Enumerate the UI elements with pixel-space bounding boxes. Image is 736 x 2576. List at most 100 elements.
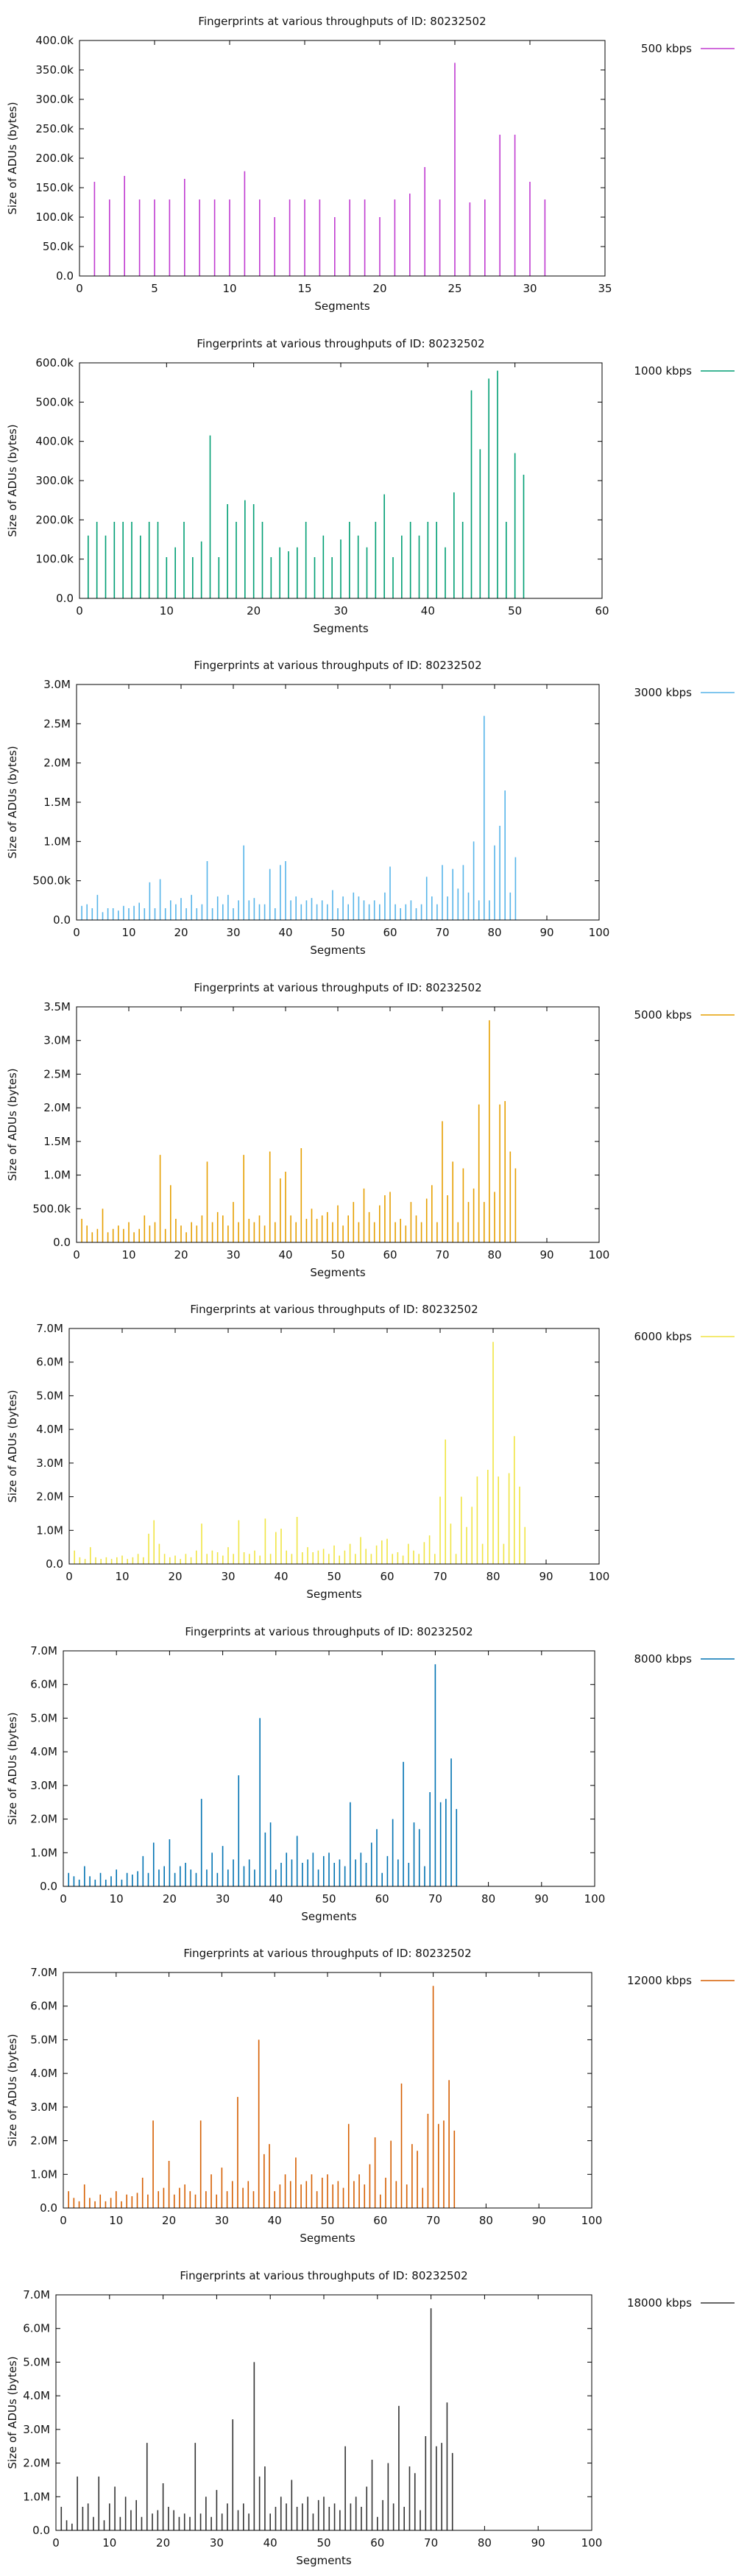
x-tick-label: 70 xyxy=(426,2214,440,2227)
x-tick-label: 40 xyxy=(278,1248,292,1262)
x-tick-label: 50 xyxy=(316,2536,330,2550)
chart-title: Fingerprints at various throughputs of I… xyxy=(185,1625,473,1638)
y-tick-label: 0.0 xyxy=(40,1880,57,1893)
chart-panel-7: Fingerprints at various throughputs of I… xyxy=(0,1932,736,2254)
x-tick-label: 70 xyxy=(424,2536,438,2550)
x-tick-label: 50 xyxy=(330,1248,344,1262)
y-tick-label: 4.0M xyxy=(36,1423,63,1436)
x-tick-label: 30 xyxy=(333,604,347,618)
x-tick-label: 80 xyxy=(487,1248,501,1262)
y-tick-label: 0.0 xyxy=(53,1236,71,1249)
y-tick-label: 2.5M xyxy=(43,717,71,730)
x-tick-label: 0 xyxy=(73,1248,80,1262)
x-tick-label: 20 xyxy=(156,2536,170,2550)
x-tick-label: 0 xyxy=(66,1570,73,1583)
y-tick-label: 5.0M xyxy=(30,1711,57,1724)
plot-frame xyxy=(76,1006,600,1242)
x-tick-label: 0 xyxy=(76,604,83,618)
plot-frame xyxy=(76,684,600,921)
y-tick-label: 300.0k xyxy=(35,474,74,487)
y-tick-label: 1.0M xyxy=(36,1524,63,1537)
legend-label: 3000 kbps xyxy=(634,686,693,699)
y-axis-label: Size of ADUs (bytes) xyxy=(6,746,19,858)
y-tick-label: 3.0M xyxy=(30,1778,57,1791)
y-tick-label: 7.0M xyxy=(30,1966,57,1979)
x-axis-label: Segments xyxy=(314,300,370,313)
x-tick-label: 90 xyxy=(539,1570,553,1583)
y-tick-label: 6.0M xyxy=(23,2321,50,2335)
x-tick-label: 40 xyxy=(269,1892,283,1906)
plot-frame xyxy=(55,2294,592,2530)
chart-panel-5: Fingerprints at various throughputs of I… xyxy=(0,1288,736,1610)
y-tick-label: 0.0 xyxy=(53,913,71,927)
x-tick-label: 30 xyxy=(221,1570,235,1583)
x-tick-label: 40 xyxy=(274,1570,288,1583)
x-tick-label: 80 xyxy=(481,1892,495,1906)
y-tick-label: 3.0M xyxy=(30,2101,57,2114)
x-tick-label: 0 xyxy=(60,2214,67,2227)
x-tick-label: 35 xyxy=(598,282,612,295)
x-tick-label: 60 xyxy=(375,1892,389,1906)
x-tick-label: 60 xyxy=(383,926,397,939)
x-tick-label: 50 xyxy=(320,2214,334,2227)
x-tick-label: 10 xyxy=(121,1248,135,1262)
y-tick-label: 500.0k xyxy=(32,1202,71,1215)
x-tick-label: 30 xyxy=(226,926,240,939)
chart-svg: Fingerprints at various throughputs of I… xyxy=(6,15,735,313)
y-tick-label: 1.5M xyxy=(43,796,71,809)
x-tick-label: 0 xyxy=(52,2536,60,2550)
y-axis-label: Size of ADUs (bytes) xyxy=(6,1390,19,1502)
chart-panel-8: Fingerprints at various throughputs of I… xyxy=(0,2254,736,2576)
x-tick-label: 30 xyxy=(210,2536,224,2550)
y-tick-label: 200.0k xyxy=(35,513,74,526)
y-tick-label: 5.0M xyxy=(23,2355,50,2368)
x-axis-label: Segments xyxy=(306,1588,362,1601)
y-tick-label: 500.0k xyxy=(35,395,74,408)
x-tick-label: 80 xyxy=(486,1570,500,1583)
x-tick-label: 100 xyxy=(589,926,610,939)
y-tick-label: 1.5M xyxy=(43,1134,71,1147)
legend-label: 500 kbps xyxy=(641,42,692,55)
chart-title: Fingerprints at various throughputs of I… xyxy=(180,2269,467,2282)
x-tick-label: 80 xyxy=(487,926,501,939)
x-tick-label: 70 xyxy=(433,1570,447,1583)
y-tick-label: 7.0M xyxy=(23,2288,50,2301)
x-tick-label: 30 xyxy=(226,1248,240,1262)
y-tick-label: 100.0k xyxy=(35,552,74,565)
x-tick-label: 25 xyxy=(447,282,461,295)
x-tick-label: 20 xyxy=(247,604,261,618)
x-tick-label: 10 xyxy=(222,282,236,295)
x-tick-label: 70 xyxy=(428,1892,442,1906)
y-tick-label: 600.0k xyxy=(35,356,74,369)
chart-title: Fingerprints at various throughputs of I… xyxy=(190,1303,478,1316)
x-tick-label: 60 xyxy=(595,604,609,618)
y-tick-label: 0.0 xyxy=(32,2524,50,2537)
x-tick-label: 10 xyxy=(115,1570,129,1583)
x-axis-label: Segments xyxy=(313,622,369,635)
x-tick-label: 50 xyxy=(508,604,522,618)
x-tick-label: 100 xyxy=(581,2536,603,2550)
y-tick-label: 0.0 xyxy=(56,592,74,605)
x-tick-label: 40 xyxy=(278,926,292,939)
y-tick-label: 2.0M xyxy=(43,757,71,770)
x-tick-label: 20 xyxy=(372,282,386,295)
x-tick-label: 5 xyxy=(151,282,158,295)
x-axis-label: Segments xyxy=(301,1910,357,1923)
x-tick-label: 50 xyxy=(327,1570,341,1583)
legend-label: 12000 kbps xyxy=(627,1974,692,1987)
x-axis-label: Segments xyxy=(300,2232,355,2245)
plot-frame xyxy=(68,1328,600,1565)
x-tick-label: 10 xyxy=(160,604,174,618)
chart-svg: Fingerprints at various throughputs of I… xyxy=(6,981,735,1279)
y-tick-label: 1.0M xyxy=(30,1846,57,1859)
x-tick-label: 10 xyxy=(110,1892,124,1906)
y-tick-label: 1.0M xyxy=(30,2168,57,2181)
x-tick-label: 10 xyxy=(109,2214,123,2227)
chart-svg: Fingerprints at various throughputs of I… xyxy=(6,337,735,635)
plot-frame xyxy=(63,1972,592,2209)
x-tick-label: 100 xyxy=(584,1892,606,1906)
y-tick-label: 3.0M xyxy=(36,1457,63,1470)
chart-panel-4: Fingerprints at various throughputs of I… xyxy=(0,966,736,1289)
x-tick-label: 30 xyxy=(523,282,537,295)
y-tick-label: 5.0M xyxy=(30,2033,57,2046)
